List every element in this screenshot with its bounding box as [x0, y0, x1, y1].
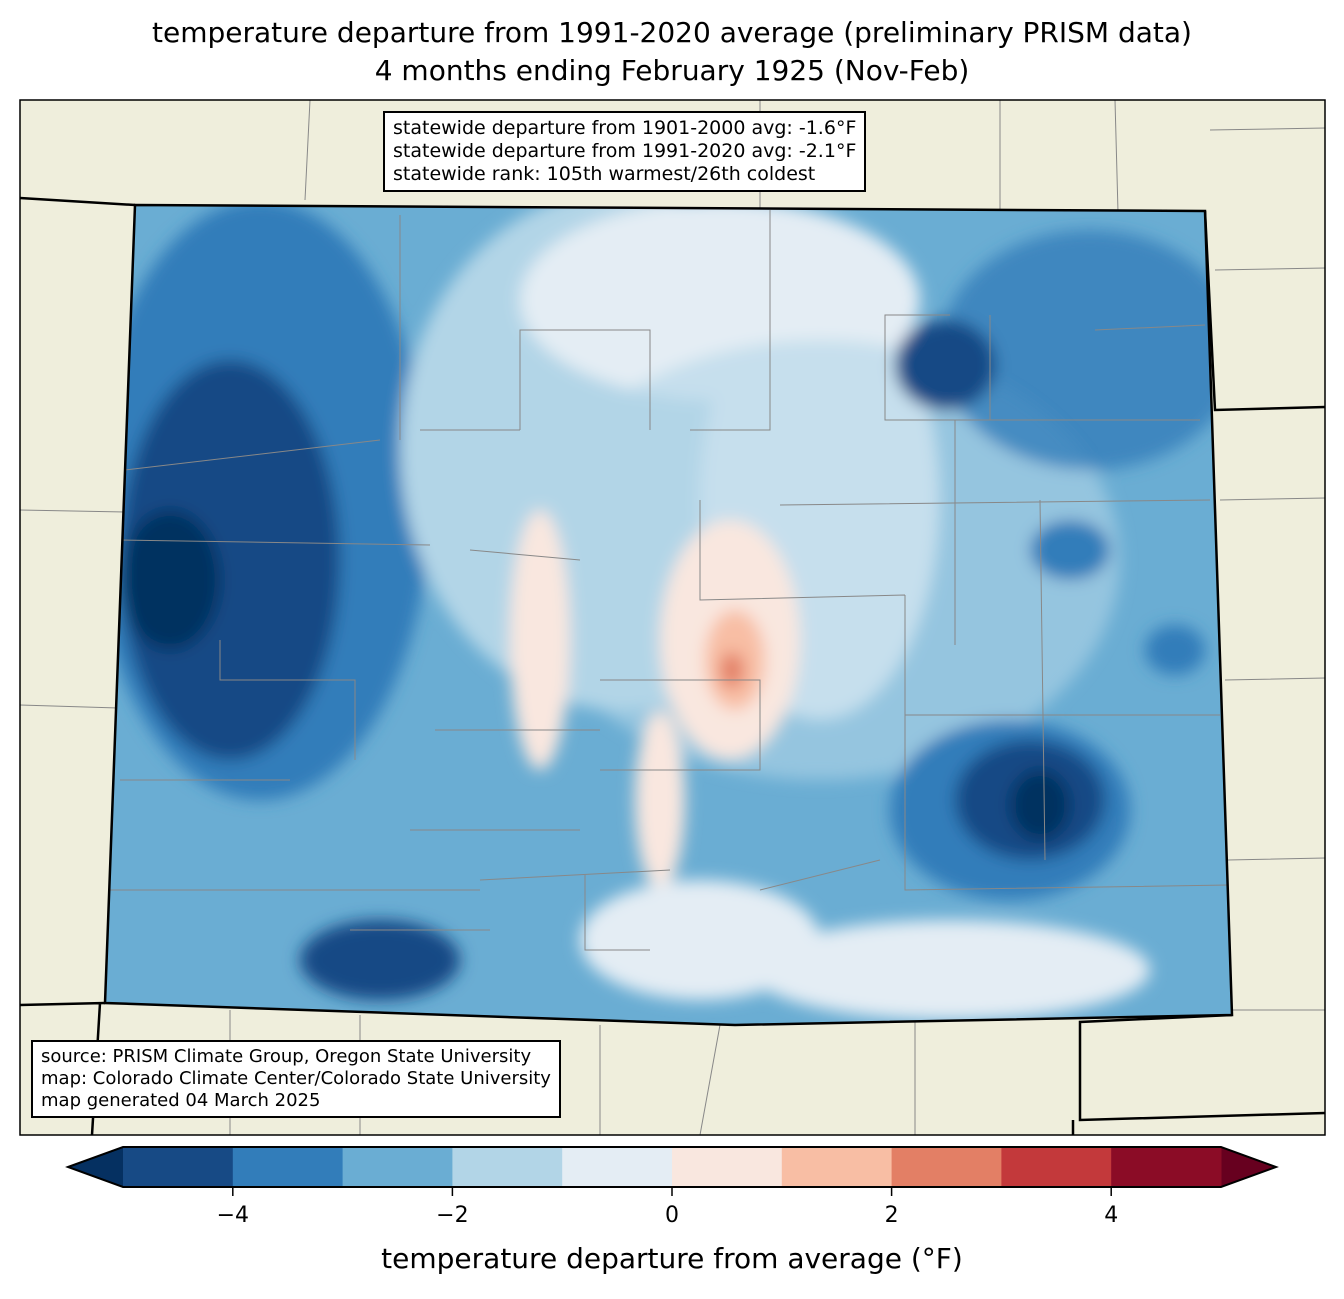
colorbar-bin — [562, 1147, 673, 1187]
county-lines — [110, 210, 1231, 951]
stats-line-3: statewide rank: 105th warmest/26th colde… — [393, 163, 816, 185]
colorbar-label: temperature departure from average (°F) — [381, 1242, 963, 1275]
colorbar-tick-label: −4 — [216, 1203, 250, 1228]
stats-line-2: statewide departure from 1991-2020 avg: … — [393, 140, 857, 162]
colorbar-tick-label: 4 — [1104, 1203, 1119, 1228]
colorbar-bin — [452, 1147, 563, 1187]
source-line-3: map generated 04 March 2025 — [41, 1090, 321, 1111]
colorbar-bin — [891, 1147, 1002, 1187]
colorbar-tick-label: −2 — [436, 1203, 469, 1228]
title-line-1: temperature departure from 1991-2020 ave… — [152, 16, 1192, 49]
stats-line-1: statewide departure from 1901-2000 avg: … — [393, 117, 857, 139]
colorbar-tick-label: 2 — [884, 1203, 899, 1228]
source-line-1: source: PRISM Climate Group, Oregon Stat… — [41, 1046, 532, 1067]
colorbar-tick-label: 0 — [665, 1203, 679, 1228]
colorbar-bin — [781, 1147, 893, 1187]
colorbar-bin — [123, 1147, 234, 1187]
statewide-stats-box: statewide departure from 1901-2000 avg: … — [383, 111, 867, 192]
map-frame — [19, 99, 1326, 1136]
colorbar-bin — [232, 1147, 344, 1187]
colorbar-bin — [1001, 1147, 1112, 1187]
colorbar-bin — [672, 1147, 783, 1187]
colorbar — [65, 1146, 1279, 1196]
colorado-border — [103, 203, 1234, 1027]
colorbar-outline — [65, 1146, 1279, 1188]
temperature-field — [105, 205, 1232, 1025]
source-box: source: PRISM Climate Group, Oregon Stat… — [31, 1040, 561, 1118]
colorbar-over-extension — [1221, 1147, 1276, 1187]
colorbar-bin — [342, 1147, 453, 1187]
state-borders — [19, 196, 1326, 1136]
colorbar-under-extension — [68, 1147, 123, 1187]
colorbar-bin — [1111, 1147, 1222, 1187]
title-line-2: 4 months ending February 1925 (Nov-Feb) — [374, 54, 970, 87]
source-line-2: map: Colorado Climate Center/Colorado St… — [41, 1068, 551, 1089]
